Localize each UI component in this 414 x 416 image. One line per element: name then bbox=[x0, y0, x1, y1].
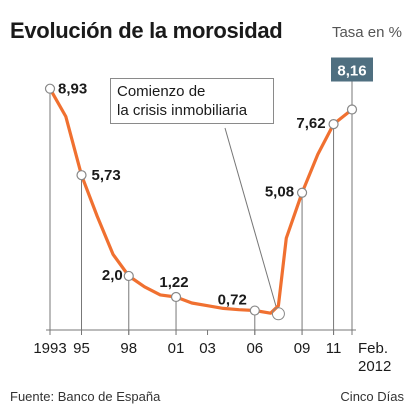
data-point-2 bbox=[123, 270, 134, 282]
page-title: Evolución de la morosidad bbox=[10, 18, 283, 43]
credit-note: Cinco Días bbox=[340, 389, 404, 404]
data-label-5: 5,08 bbox=[265, 184, 294, 201]
data-point-5 bbox=[296, 187, 308, 198]
x-tick-sublabel-8: 2012 bbox=[358, 358, 391, 375]
x-tick-label-4: 03 bbox=[199, 340, 216, 357]
x-tick-label-8: Feb. bbox=[358, 340, 388, 357]
data-label-6: 7,62 bbox=[296, 115, 325, 132]
data-point-4 bbox=[249, 305, 260, 316]
data-label-3: 1,22 bbox=[159, 274, 188, 291]
crisis-marker bbox=[271, 307, 285, 321]
x-tick-label-2: 98 bbox=[120, 340, 137, 357]
data-point-0 bbox=[44, 83, 56, 94]
data-point-1 bbox=[76, 170, 87, 181]
data-label-4: 0,72 bbox=[218, 292, 247, 309]
x-tick-label-5: 06 bbox=[246, 340, 263, 357]
data-label-1: 5,73 bbox=[92, 167, 121, 184]
data-label-2: 2,0 bbox=[102, 267, 123, 284]
source-note: Fuente: Banco de España bbox=[10, 389, 161, 404]
unit-label: Tasa en % bbox=[331, 24, 402, 41]
data-point-6 bbox=[328, 118, 339, 130]
annotation-line-1: Comienzo de bbox=[117, 83, 206, 100]
crisis-annotation-box: Comienzo de la crisis inmobiliaria bbox=[110, 78, 274, 124]
x-tick-label-0: 1993 bbox=[33, 340, 66, 357]
annotation-pointer-line bbox=[224, 127, 277, 308]
highlight-label-box bbox=[331, 57, 373, 82]
data-point-7 bbox=[346, 104, 358, 115]
data-label-7: 8,16 bbox=[337, 63, 366, 80]
x-tick-label-6: 09 bbox=[294, 340, 311, 357]
series-line bbox=[48, 87, 354, 315]
x-tick-label-3: 01 bbox=[168, 340, 185, 357]
x-tick-label-7: 11 bbox=[326, 340, 342, 357]
data-point-3 bbox=[170, 291, 182, 303]
x-tick-label-1: 95 bbox=[73, 340, 90, 357]
data-label-0: 8,93 bbox=[58, 81, 87, 98]
annotation-line-2: la crisis inmobiliaria bbox=[117, 102, 248, 119]
